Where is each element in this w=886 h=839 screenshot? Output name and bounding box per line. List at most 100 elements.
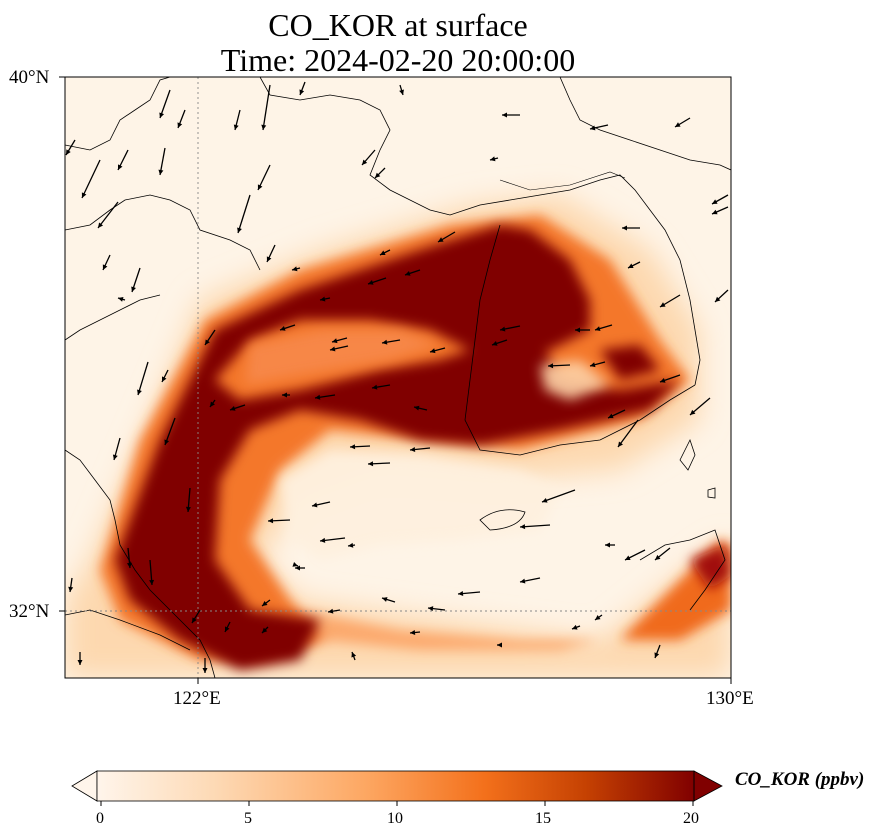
colorbar-tick-0: 0 bbox=[96, 810, 104, 827]
wind-arrow-head bbox=[655, 554, 661, 560]
wind-arrow-head bbox=[542, 497, 548, 503]
wind-arrow-head bbox=[292, 562, 298, 567]
wind-arrow-head bbox=[590, 125, 596, 131]
wind-arrow-head bbox=[262, 601, 268, 606]
colorbar-tick-10: 10 bbox=[387, 810, 403, 827]
wind-arrow-head bbox=[660, 302, 666, 307]
wind-arrow-head bbox=[164, 439, 170, 445]
wind-arrow-shaft bbox=[617, 419, 639, 448]
colorbar-label: CO_KOR (ppbv) bbox=[735, 769, 865, 790]
title-line-1: CO_KOR at surface bbox=[268, 7, 528, 43]
colorbar-tick-20: 20 bbox=[683, 810, 699, 827]
wind-arrow-head bbox=[430, 348, 436, 354]
wind-arrow-head bbox=[608, 413, 614, 419]
wind-arrow-head bbox=[351, 652, 357, 658]
wind-arrow-head bbox=[382, 339, 388, 345]
wind-arrow-head bbox=[548, 363, 554, 369]
wind-arrow-head bbox=[137, 389, 142, 395]
wind-arrow-head bbox=[118, 296, 124, 302]
wind-arrow-head bbox=[268, 518, 274, 524]
wind-arrow-head bbox=[410, 630, 416, 635]
wind-arrow-head bbox=[458, 591, 464, 597]
wind-arrow-head bbox=[618, 441, 623, 447]
wind-arrow-head bbox=[112, 454, 118, 460]
wind-arrow-head bbox=[162, 376, 167, 382]
wind-arrow-head bbox=[266, 256, 272, 262]
wind-arrow-head bbox=[520, 524, 526, 530]
wind-arrow-head bbox=[350, 444, 356, 450]
colorbar bbox=[71, 770, 723, 806]
wind-arrow-head bbox=[595, 615, 601, 620]
wind-arrow-head bbox=[590, 362, 596, 368]
wind-arrow-head bbox=[328, 608, 334, 614]
wind-arrow-head bbox=[102, 264, 108, 270]
wind-arrow-shaft bbox=[81, 159, 101, 199]
wind-arrow-head bbox=[127, 562, 132, 568]
wind-arrow-head bbox=[502, 112, 507, 118]
wind-arrow-head bbox=[399, 89, 404, 95]
wind-arrow-head bbox=[292, 266, 298, 272]
wind-arrow-head bbox=[225, 626, 230, 632]
wind-arrow-head bbox=[622, 225, 627, 231]
wind-arrow-head bbox=[595, 326, 601, 331]
wind-arrow-head bbox=[205, 339, 210, 345]
gap-layer bbox=[245, 330, 610, 560]
title-line-2: Time: 2024-02-20 20:00:00 bbox=[220, 42, 576, 78]
wind-arrow-head bbox=[320, 296, 326, 302]
lat-tick-40: 40°N bbox=[9, 67, 50, 88]
wind-arrow-head bbox=[77, 660, 83, 665]
wind-arrow-head bbox=[715, 296, 721, 302]
wind-arrow-head bbox=[675, 122, 681, 127]
wind-arrow-head bbox=[690, 409, 696, 415]
wind-arrow-head bbox=[428, 606, 434, 612]
wind-arrow-head bbox=[520, 578, 526, 584]
wind-arrow-head bbox=[98, 222, 104, 228]
colorbar-body bbox=[97, 771, 694, 801]
wind-arrow-head bbox=[497, 642, 502, 648]
wind-arrow-head bbox=[500, 326, 506, 332]
wind-arrow-head bbox=[315, 394, 321, 400]
wind-vectors bbox=[65, 81, 729, 673]
wind-arrow-head bbox=[572, 624, 578, 630]
wind-arrow-head bbox=[490, 156, 496, 162]
wind-arrow-head bbox=[375, 172, 381, 178]
wind-arrow-head bbox=[382, 597, 388, 602]
wind-arrow-head bbox=[299, 89, 305, 95]
wind-arrow-head bbox=[380, 250, 386, 255]
wind-arrow-head bbox=[332, 338, 338, 344]
wind-arrow-head bbox=[177, 122, 183, 128]
wind-arrow-head bbox=[66, 149, 71, 155]
gridlines bbox=[65, 77, 731, 678]
wind-arrow-head bbox=[628, 263, 634, 268]
wind-arrow-head bbox=[202, 668, 208, 673]
wind-arrow-head bbox=[625, 555, 631, 560]
wind-arrow-shaft bbox=[519, 524, 551, 528]
wind-arrow-head bbox=[262, 627, 268, 633]
wind-arrow-shaft bbox=[137, 361, 149, 396]
wind-arrow-head bbox=[257, 184, 263, 190]
wind-arrow-head bbox=[81, 192, 87, 198]
wind-arrow-head bbox=[158, 169, 164, 175]
wind-arrow-head bbox=[575, 327, 580, 333]
wind-arrow-head bbox=[312, 502, 318, 508]
wind-arrow-head bbox=[654, 652, 660, 658]
wind-arrow-head bbox=[362, 159, 368, 165]
wind-arrow-head bbox=[233, 124, 239, 130]
wind-arrow-head bbox=[280, 326, 286, 331]
wind-arrow-head bbox=[492, 341, 498, 346]
wind-arrow-head bbox=[348, 542, 354, 548]
wind-arrow-head bbox=[712, 209, 718, 215]
colorbar-tick-5: 5 bbox=[244, 810, 252, 827]
lat-tick-32: 32°N bbox=[9, 601, 50, 622]
lon-tick-122: 122°E bbox=[173, 688, 221, 709]
wind-arrow-head bbox=[414, 405, 420, 411]
wind-arrow-head bbox=[368, 461, 374, 467]
map-frame bbox=[64, 76, 732, 679]
wind-arrow-head bbox=[372, 384, 378, 390]
map-field bbox=[65, 77, 731, 678]
wind-arrow-head bbox=[131, 286, 136, 292]
wind-arrow-head bbox=[605, 542, 610, 548]
wind-arrow-head bbox=[68, 586, 74, 592]
wind-arrow-head bbox=[149, 579, 155, 585]
